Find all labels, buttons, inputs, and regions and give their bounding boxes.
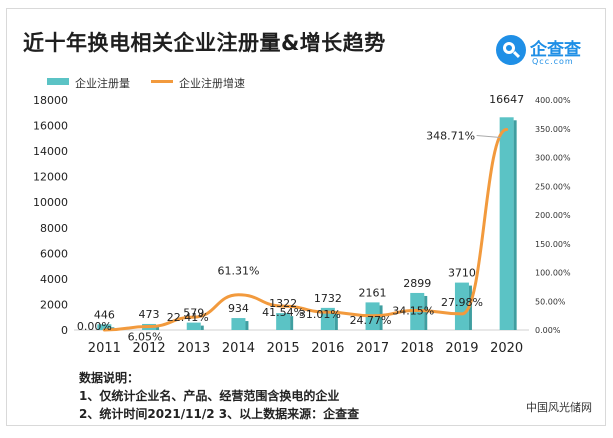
bar-side	[290, 316, 294, 330]
growth-rate-label: 22.41%	[167, 311, 209, 324]
y-tick-label: 14000	[33, 145, 68, 158]
notes-heading: 数据说明：	[79, 371, 140, 385]
x-tick-label: 2016	[311, 341, 344, 356]
y-tick-label: 10000	[33, 196, 68, 209]
bar-side	[245, 321, 249, 330]
growth-line	[102, 127, 509, 332]
bar-side	[156, 326, 160, 330]
y2-tick-label: 350.00%	[535, 125, 571, 134]
bar	[499, 117, 514, 330]
bar-value-label: 934	[228, 302, 249, 315]
y2-tick-label: 50.00%	[535, 297, 566, 306]
y2-tick-label: 0.00%	[535, 326, 561, 335]
y-tick-label: 4000	[40, 273, 68, 286]
bar-side	[379, 305, 383, 330]
y-tick-label: 8000	[40, 222, 68, 235]
chart-card: 近十年换电相关企业注册量&增长趋势 企查查 Qcc.com 企业注册量 企业注册…	[6, 8, 606, 426]
growth-rate-label: 24.77%	[350, 314, 392, 327]
legend-label-growth: 企业注册增速	[179, 77, 245, 90]
bar-side	[334, 310, 338, 330]
y-tick-label: 12000	[33, 171, 68, 184]
notes-line-1: 1、仅统计企业名、产品、经营范围含换电的企业	[79, 389, 340, 403]
x-tick-label: 2011	[88, 341, 121, 356]
growth-rate-label: 61.31%	[217, 265, 259, 278]
data-notes: 数据说明： 1、仅统计企业名、产品、经营范围含换电的企业 2、统计时间2021/…	[79, 369, 359, 423]
bar-value-label: 1732	[314, 292, 342, 305]
bar-side	[513, 120, 517, 330]
x-tick-label: 2020	[490, 341, 523, 356]
magnifier-icon	[496, 35, 526, 65]
x-tick-label: 2012	[133, 341, 166, 356]
watermark: 中国风光储网	[526, 401, 592, 414]
x-tick-label: 2015	[267, 341, 300, 356]
y-tick-label: 0	[61, 324, 68, 337]
y-tick-label: 16000	[33, 120, 68, 133]
bar	[97, 324, 112, 330]
legend-line-swatch	[151, 80, 173, 83]
y-tick-label: 2000	[40, 298, 68, 311]
y-tick-label: 6000	[40, 247, 68, 260]
x-tick-label: 2019	[445, 341, 478, 356]
growth-rate-label: 31.01%	[299, 308, 341, 321]
bar	[454, 282, 469, 330]
y2-tick-label: 150.00%	[535, 240, 571, 249]
growth-rate-label: 348.71%	[426, 129, 475, 142]
y2-tick-label: 400.00%	[535, 96, 571, 105]
legend-label-registrations: 企业注册量	[75, 77, 130, 90]
growth-rate-label: 41.54%	[262, 306, 304, 319]
bar-value-label: 579	[183, 307, 204, 320]
bar-value-label: 446	[94, 308, 115, 321]
growth-rate-label: 27.98%	[441, 296, 483, 309]
growth-rate-label: 0.00%	[77, 320, 112, 333]
bar-value-label: 1322	[269, 297, 297, 310]
notes-line-2: 2、统计时间2021/11/2 3、以上数据来源：企查查	[79, 407, 360, 421]
bar-value-label: 473	[139, 308, 160, 321]
y2-tick-label: 250.00%	[535, 182, 571, 191]
logo-name: 企查查	[530, 40, 581, 60]
growth-rate-label: 6.05%	[128, 331, 163, 344]
bar-side	[200, 325, 204, 330]
bar	[276, 313, 291, 330]
bar-side	[424, 295, 428, 330]
x-tick-label: 2014	[222, 341, 255, 356]
bar-value-label: 2899	[403, 277, 431, 290]
y2-tick-label: 300.00%	[535, 154, 571, 163]
bar-value-label: 16647	[489, 93, 524, 106]
x-tick-label: 2013	[177, 341, 210, 356]
x-tick-label: 2018	[401, 341, 434, 356]
x-tick-label: 2017	[356, 341, 389, 356]
y2-tick-label: 100.00%	[535, 269, 571, 278]
growth-label-leader	[476, 134, 501, 138]
y2-tick-label: 200.00%	[535, 211, 571, 220]
bar-side	[468, 285, 472, 330]
legend-bar-swatch	[47, 78, 69, 85]
y-tick-label: 18000	[33, 94, 68, 107]
bar	[186, 322, 201, 330]
bar	[231, 318, 246, 330]
qcc-logo: 企查查 Qcc.com	[496, 35, 608, 71]
bar-value-label: 2161	[359, 286, 387, 299]
logo-domain: Qcc.com	[532, 57, 574, 66]
chart-title: 近十年换电相关企业注册量&增长趋势	[23, 31, 386, 55]
bar-value-label: 3710	[448, 267, 476, 280]
chart-plot: 0 2000 4000 6000 8000 10000 12000 14000 16000 180…	[33, 93, 571, 356]
growth-rate-label: 34.15%	[392, 304, 434, 317]
